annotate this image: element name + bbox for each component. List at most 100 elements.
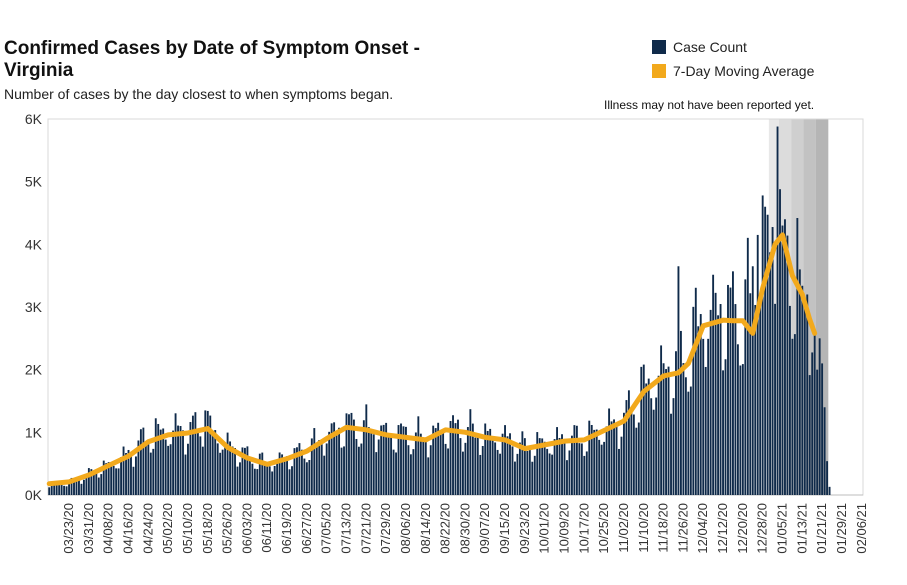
case-bar — [298, 443, 301, 495]
case-bar — [142, 427, 145, 495]
case-bar — [803, 301, 806, 495]
case-bar — [303, 458, 306, 495]
case-bar — [702, 338, 705, 495]
case-bar — [632, 414, 635, 495]
case-bar — [531, 461, 534, 495]
case-bar — [662, 363, 665, 495]
x-tick-label: 05/02/20 — [160, 503, 175, 554]
case-bar — [263, 462, 266, 495]
x-tick-label: 05/26/20 — [220, 503, 235, 554]
case-bar — [657, 375, 660, 495]
case-bar — [164, 439, 167, 495]
case-bar — [419, 433, 422, 495]
case-bar — [543, 441, 546, 495]
case-bar — [244, 447, 246, 495]
case-bar — [184, 454, 187, 495]
case-bar — [167, 445, 170, 495]
case-bar — [684, 377, 687, 495]
case-bar — [276, 460, 279, 495]
case-bar — [318, 440, 321, 495]
case-bar — [623, 412, 625, 495]
case-bar — [152, 448, 155, 495]
case-bar — [132, 466, 135, 495]
case-bar — [345, 413, 348, 495]
case-bar — [570, 435, 573, 495]
legend-item-case-count[interactable]: Case Count — [652, 35, 814, 59]
case-bar — [266, 462, 269, 495]
x-tick-label: 10/17/20 — [576, 503, 591, 554]
case-bar — [642, 364, 645, 495]
legend-item-moving-average[interactable]: 7-Day Moving Average — [652, 59, 814, 83]
case-bar — [704, 366, 707, 495]
chart-legend: Case Count 7-Day Moving Average — [652, 35, 814, 83]
case-bar — [491, 437, 494, 495]
y-axis-ticks: 0K 1K 2K 3K 4K 5K 6K — [25, 111, 43, 503]
case-bar — [90, 469, 93, 495]
case-bar — [112, 465, 115, 495]
case-bar — [464, 442, 467, 495]
x-axis-ticks: 03/23/20 03/31/20 04/08/20 04/16/20 04/24/20… — [61, 503, 869, 554]
case-bar — [211, 430, 214, 495]
case-bar — [55, 483, 58, 495]
x-tick-label: 10/09/20 — [556, 503, 571, 554]
case-bar — [100, 474, 103, 495]
case-bar — [204, 410, 207, 495]
case-bar — [268, 466, 271, 495]
case-bar — [367, 427, 370, 495]
case-bar — [739, 365, 742, 495]
case-bar — [189, 422, 192, 495]
case-bar — [660, 345, 663, 495]
case-bar — [568, 450, 571, 495]
case-bar — [538, 438, 541, 495]
case-bar — [149, 452, 152, 495]
case-bar — [395, 452, 397, 495]
x-tick-label: 09/23/20 — [517, 503, 532, 554]
case-bar — [813, 334, 816, 495]
case-bar — [144, 442, 147, 495]
x-tick-label: 01/05/21 — [774, 503, 789, 554]
case-bar — [75, 477, 78, 495]
case-bar — [291, 466, 293, 495]
case-bar — [781, 225, 784, 495]
case-bar — [528, 449, 531, 495]
case-bar — [348, 414, 350, 495]
x-tick-label: 06/03/20 — [239, 503, 254, 554]
legend-swatch-moving-average — [652, 64, 666, 78]
case-bar — [791, 338, 794, 495]
y-tick-label: 1K — [25, 424, 43, 440]
case-bar — [387, 435, 390, 495]
case-bar — [496, 449, 499, 495]
case-bar — [749, 293, 752, 495]
case-bar — [397, 425, 400, 495]
case-bar — [479, 454, 482, 495]
case-bar — [87, 468, 90, 495]
case-bar — [444, 443, 447, 495]
moving-average-line — [46, 232, 818, 487]
case-bar — [627, 390, 630, 495]
case-bar — [452, 415, 454, 495]
case-bar — [125, 453, 127, 495]
case-bar — [355, 438, 358, 495]
chart-title: Confirmed Cases by Date of Symptom Onset… — [4, 38, 420, 81]
case-bar — [761, 195, 764, 495]
case-bar — [400, 423, 402, 495]
case-bar — [466, 427, 469, 495]
case-bar — [372, 434, 375, 495]
x-tick-label: 05/10/20 — [180, 503, 195, 554]
case-bar — [588, 420, 591, 495]
case-bar — [821, 363, 824, 495]
x-tick-label: 08/14/20 — [418, 503, 433, 554]
case-bar — [630, 411, 633, 495]
case-bar — [516, 453, 519, 495]
case-bar — [333, 422, 336, 495]
case-bar — [806, 294, 809, 495]
case-bar — [613, 419, 615, 495]
case-bar — [447, 448, 450, 495]
case-bar — [625, 400, 628, 495]
case-bar — [323, 455, 326, 495]
case-bar — [407, 445, 410, 495]
case-bar — [362, 420, 365, 495]
case-bar — [92, 474, 95, 495]
case-bar — [97, 477, 100, 495]
case-bar — [300, 449, 303, 495]
